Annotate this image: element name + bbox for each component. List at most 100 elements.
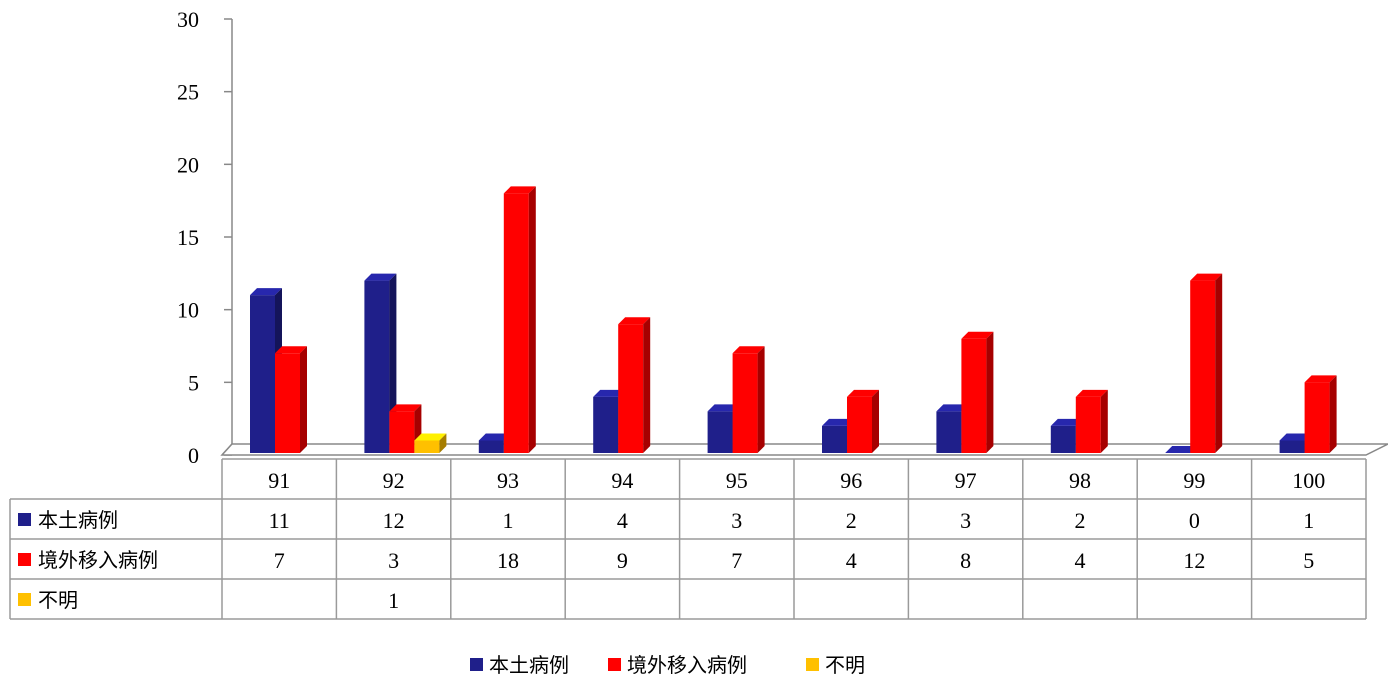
bar-top bbox=[618, 317, 651, 325]
data-cell: 0 bbox=[1189, 508, 1200, 533]
row-series-label: 境外移入病例 bbox=[38, 548, 158, 572]
y-tick-label: 20 bbox=[177, 152, 199, 177]
bar-top bbox=[1165, 446, 1198, 453]
bar-top bbox=[503, 186, 536, 194]
bar-top bbox=[847, 389, 879, 397]
data-cell: 4 bbox=[846, 548, 857, 573]
row-legend-swatch bbox=[18, 593, 31, 606]
data-cell: 1 bbox=[1303, 508, 1314, 533]
bar bbox=[275, 346, 307, 453]
bar bbox=[414, 433, 447, 453]
bar-front bbox=[478, 440, 504, 453]
bar-top bbox=[1190, 273, 1223, 281]
category-label: 97 bbox=[955, 468, 977, 493]
bar-top bbox=[822, 418, 854, 426]
y-tick-label: 30 bbox=[177, 7, 199, 32]
bar-front bbox=[389, 411, 415, 453]
bar bbox=[847, 389, 879, 453]
bar-front bbox=[1279, 440, 1305, 453]
y-tick-label: 0 bbox=[188, 443, 199, 468]
category-label: 99 bbox=[1183, 468, 1205, 493]
category-label: 96 bbox=[840, 468, 862, 493]
bar-top bbox=[961, 331, 994, 339]
y-tick-label: 25 bbox=[177, 80, 199, 105]
data-cell: 9 bbox=[617, 548, 628, 573]
bar-front bbox=[1050, 425, 1076, 453]
y-tick-label: 15 bbox=[177, 225, 199, 250]
bar-front bbox=[414, 440, 440, 453]
bar-front bbox=[936, 411, 962, 453]
category-label: 93 bbox=[497, 468, 519, 493]
bar-front bbox=[847, 396, 872, 453]
data-cell: 12 bbox=[383, 508, 405, 533]
bar bbox=[1279, 433, 1312, 453]
bar-top bbox=[936, 404, 969, 412]
category-label: 95 bbox=[726, 468, 748, 493]
row-legend-swatch bbox=[18, 513, 31, 526]
bar-top bbox=[1304, 375, 1337, 383]
bar-front bbox=[275, 353, 300, 453]
bar-side bbox=[1215, 273, 1223, 453]
bar-top bbox=[250, 288, 282, 296]
bar-front bbox=[364, 280, 390, 453]
bar-side bbox=[643, 317, 651, 453]
bar-top bbox=[707, 404, 740, 412]
bar-front bbox=[250, 295, 275, 453]
bar-side bbox=[986, 331, 994, 453]
bar bbox=[961, 331, 994, 453]
bar-side bbox=[1329, 375, 1337, 453]
y-tick-label: 10 bbox=[177, 298, 199, 323]
row-legend-swatch bbox=[18, 553, 31, 566]
bar-front bbox=[618, 324, 644, 453]
bars bbox=[250, 186, 1337, 453]
legend-swatch bbox=[608, 658, 621, 671]
bar bbox=[364, 273, 397, 453]
category-label: 92 bbox=[383, 468, 405, 493]
legend-label: 不明 bbox=[825, 653, 865, 677]
data-cell: 3 bbox=[731, 508, 742, 533]
legend-label: 境外移入病例 bbox=[627, 653, 747, 677]
data-cell: 7 bbox=[731, 548, 742, 573]
data-cell: 7 bbox=[274, 548, 285, 573]
bar-side bbox=[872, 389, 879, 453]
bar-front bbox=[707, 411, 733, 453]
legend-swatch bbox=[470, 658, 483, 671]
bar-side bbox=[528, 186, 536, 453]
data-cell: 5 bbox=[1303, 548, 1314, 573]
bar-top bbox=[1279, 433, 1312, 441]
bar bbox=[1304, 375, 1337, 453]
bar-top bbox=[1075, 389, 1108, 397]
category-label: 94 bbox=[611, 468, 633, 493]
bar-front bbox=[1190, 280, 1216, 453]
bar-front bbox=[1304, 382, 1330, 453]
bar-front bbox=[1075, 396, 1101, 453]
data-cell: 2 bbox=[1075, 508, 1086, 533]
data-cell: 1 bbox=[388, 588, 399, 613]
data-cell: 18 bbox=[497, 548, 519, 573]
data-cell: 8 bbox=[960, 548, 971, 573]
bar-top bbox=[732, 346, 765, 354]
bar-side bbox=[1100, 389, 1108, 453]
data-cell: 4 bbox=[1075, 548, 1086, 573]
bar-top bbox=[478, 433, 511, 441]
bar bbox=[1190, 273, 1223, 453]
bar bbox=[503, 186, 536, 453]
legend-swatch bbox=[806, 658, 819, 671]
data-cell: 3 bbox=[960, 508, 971, 533]
bar-front bbox=[822, 425, 847, 453]
bar-side bbox=[439, 433, 447, 453]
bar bbox=[618, 317, 651, 453]
bar-top bbox=[593, 389, 626, 397]
category-label: 98 bbox=[1069, 468, 1091, 493]
data-cell: 2 bbox=[846, 508, 857, 533]
row-series-label: 不明 bbox=[38, 588, 78, 612]
row-series-label: 本土病例 bbox=[38, 508, 118, 532]
y-tick-label: 5 bbox=[188, 370, 199, 395]
bar bbox=[1165, 446, 1198, 453]
bar-top bbox=[275, 346, 307, 354]
category-label: 91 bbox=[268, 468, 290, 493]
bar-side bbox=[300, 346, 307, 453]
bar-front bbox=[732, 353, 758, 453]
data-cell: 4 bbox=[617, 508, 628, 533]
